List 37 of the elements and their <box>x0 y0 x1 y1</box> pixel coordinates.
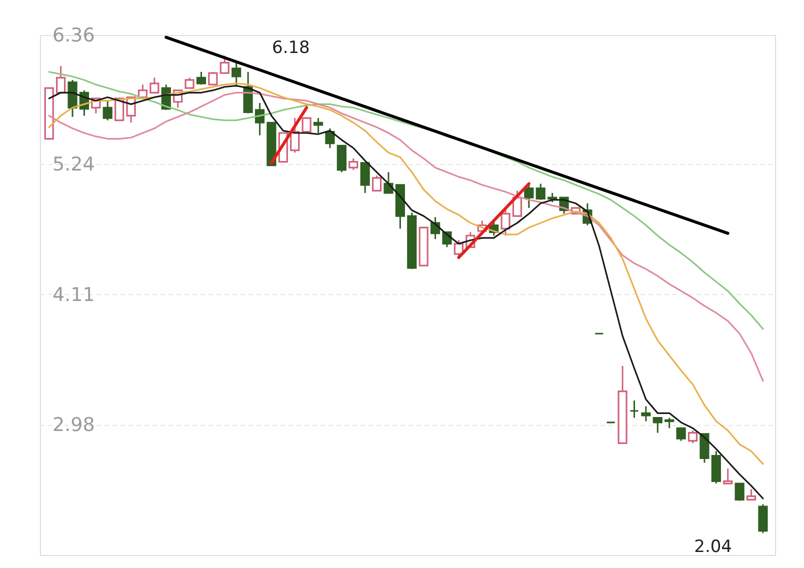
candlestick <box>232 62 242 88</box>
candlestick <box>652 416 662 434</box>
candlestick <box>664 417 674 429</box>
candlestick <box>220 55 230 74</box>
candlestick <box>184 76 194 89</box>
candlestick <box>102 100 112 122</box>
candlestick <box>360 162 370 194</box>
candlestick <box>150 76 160 94</box>
candlestick <box>313 117 324 134</box>
annotation: 2.04 <box>694 537 732 557</box>
candlestick <box>746 488 756 500</box>
candlestick <box>56 65 66 94</box>
candlestick <box>734 482 744 502</box>
line-series <box>48 92 764 382</box>
candlestick <box>325 128 335 149</box>
candlestick <box>348 158 358 171</box>
candlestick <box>254 102 265 136</box>
candlestick <box>536 182 546 201</box>
candlestick <box>500 207 510 236</box>
candlestick <box>196 71 206 86</box>
y-tick-label: 5.24 <box>52 154 95 176</box>
candlestick <box>302 117 312 133</box>
candlestick <box>208 71 218 86</box>
annotation: 6.18 <box>272 38 310 58</box>
candlestick <box>641 406 651 422</box>
y-tick-label: 4.11 <box>52 284 95 306</box>
y-tick-label: 2.98 <box>52 414 95 436</box>
candlestick <box>372 174 382 192</box>
y-tick-label: 6.36 <box>52 24 95 46</box>
candlestick <box>524 184 534 209</box>
candlestick <box>688 430 698 444</box>
candlestick <box>629 400 640 419</box>
candlestick <box>384 171 394 194</box>
line-series <box>48 71 764 330</box>
candlestick <box>138 84 148 98</box>
candlestick <box>723 468 733 484</box>
candlestick <box>676 427 686 442</box>
